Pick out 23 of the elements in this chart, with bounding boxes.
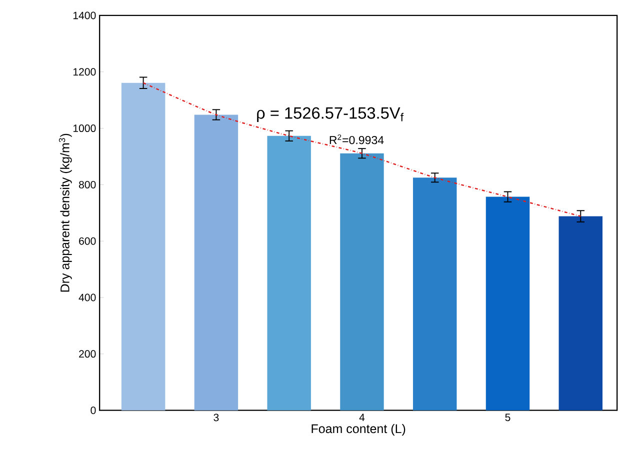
annotation: R$^{2}$=0.9934 xyxy=(330,134,384,144)
x-axis-title: Foam content (L) xyxy=(312,424,406,436)
annotation: ρ = 1526.57-153.5V$_{f}$ xyxy=(257,107,404,122)
bar xyxy=(121,83,166,411)
y-tick-label: 800 xyxy=(78,181,96,189)
y-tick-label: 1000 xyxy=(73,124,96,132)
y-tick-label: 1400 xyxy=(73,12,96,20)
bar xyxy=(267,136,311,411)
y-axis-title: Dry apparent density (kg/m$^{3}$) xyxy=(58,134,72,292)
y-tick-label: 600 xyxy=(79,238,96,246)
line-series xyxy=(142,82,582,218)
bar xyxy=(340,154,384,411)
x-tick-label: 3 xyxy=(214,414,219,422)
bar xyxy=(194,114,238,411)
bar xyxy=(558,216,602,411)
x-tick-label: 5 xyxy=(505,414,510,422)
y-tick-label: 0 xyxy=(90,406,96,414)
x-tick-label: 4 xyxy=(359,414,365,422)
y-tick-label: 200 xyxy=(79,350,96,358)
bar xyxy=(486,197,530,411)
y-tick-label: 1200 xyxy=(73,68,96,76)
bar xyxy=(412,178,457,411)
y-tick-label: 400 xyxy=(78,294,96,302)
